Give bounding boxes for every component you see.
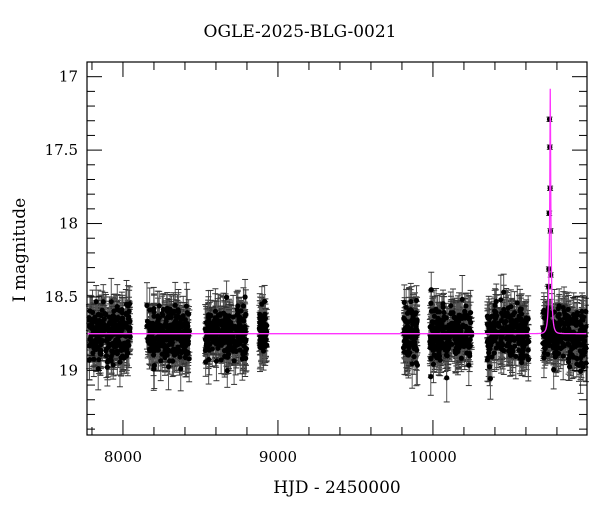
axis-ticks	[87, 61, 587, 435]
y-axis-label: I magnitude	[10, 197, 30, 303]
model-curve	[87, 88, 587, 335]
x-axis-label: HJD - 2450000	[273, 478, 401, 498]
chart-title: OGLE-2025-BLG-0021	[203, 22, 397, 42]
plot-frame	[86, 61, 588, 436]
data-points	[86, 116, 589, 382]
